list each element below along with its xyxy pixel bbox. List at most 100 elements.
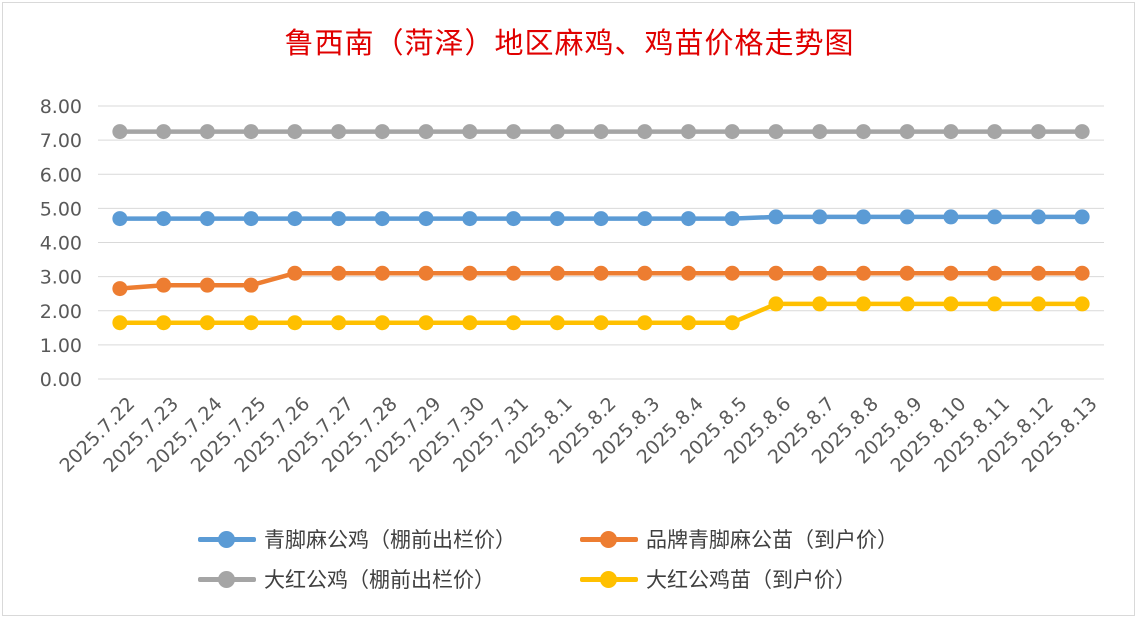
data-point — [418, 315, 434, 331]
data-point — [374, 315, 390, 331]
data-point — [899, 296, 915, 312]
data-point — [1030, 124, 1046, 140]
data-point — [724, 124, 740, 140]
data-point — [243, 124, 259, 140]
legend-swatch — [578, 564, 640, 594]
data-point — [593, 211, 609, 227]
data-point — [768, 209, 784, 225]
y-tick-label: 6.00 — [40, 164, 82, 186]
data-point — [506, 265, 522, 281]
data-point — [855, 209, 871, 225]
data-point — [812, 265, 828, 281]
data-point — [418, 211, 434, 227]
data-point — [987, 265, 1003, 281]
data-point — [943, 265, 959, 281]
legend-label: 大红公鸡（棚前出栏价） — [264, 568, 495, 592]
data-point — [418, 265, 434, 281]
y-tick-label: 5.00 — [40, 198, 82, 220]
data-point — [637, 315, 653, 331]
data-point — [374, 211, 390, 227]
data-point — [331, 124, 347, 140]
data-point — [112, 281, 128, 297]
data-point — [855, 296, 871, 312]
data-point — [899, 124, 915, 140]
data-point — [1030, 209, 1046, 225]
data-point — [637, 211, 653, 227]
data-point — [156, 315, 172, 331]
y-tick-label: 8.00 — [40, 96, 82, 118]
data-point — [112, 211, 128, 227]
data-point — [943, 124, 959, 140]
data-point — [1030, 296, 1046, 312]
data-point — [1074, 296, 1090, 312]
data-point — [943, 296, 959, 312]
data-point — [549, 124, 565, 140]
data-point — [506, 124, 522, 140]
data-point — [506, 211, 522, 227]
y-tick-label: 4.00 — [40, 233, 82, 255]
data-point — [287, 265, 303, 281]
data-point — [987, 124, 1003, 140]
data-point — [287, 124, 303, 140]
data-point — [855, 124, 871, 140]
data-point — [680, 211, 696, 227]
data-point — [287, 315, 303, 331]
data-point — [637, 265, 653, 281]
data-point — [812, 296, 828, 312]
y-tick-label: 3.00 — [40, 267, 82, 289]
data-point — [812, 209, 828, 225]
data-point — [462, 315, 478, 331]
data-point — [724, 265, 740, 281]
data-point — [418, 124, 434, 140]
data-point — [768, 265, 784, 281]
data-point — [899, 265, 915, 281]
data-point — [462, 265, 478, 281]
legend-item: 大红公鸡（棚前出栏价） — [196, 564, 495, 594]
data-point — [112, 124, 128, 140]
data-point — [812, 124, 828, 140]
y-tick-label: 0.00 — [40, 369, 82, 391]
data-point — [680, 265, 696, 281]
data-point — [243, 277, 259, 293]
data-point — [724, 211, 740, 227]
data-point — [1030, 265, 1046, 281]
data-point — [680, 124, 696, 140]
data-point — [156, 211, 172, 227]
data-point — [768, 296, 784, 312]
legend-item: 品牌青脚麻公苗（到户价） — [578, 524, 898, 554]
legend-label: 大红公鸡苗（到户价） — [646, 568, 856, 592]
data-point — [1074, 265, 1090, 281]
data-point — [331, 211, 347, 227]
data-point — [462, 124, 478, 140]
data-point — [331, 315, 347, 331]
data-point — [637, 124, 653, 140]
legend-swatch — [578, 524, 640, 554]
y-tick-label: 7.00 — [40, 130, 82, 152]
data-point — [199, 211, 215, 227]
data-point — [549, 211, 565, 227]
data-point — [768, 124, 784, 140]
data-point — [243, 315, 259, 331]
data-point — [987, 209, 1003, 225]
data-point — [156, 124, 172, 140]
data-point — [549, 265, 565, 281]
legend-label: 青脚麻公鸡（棚前出栏价） — [264, 528, 516, 552]
data-point — [593, 315, 609, 331]
data-point — [374, 124, 390, 140]
data-point — [199, 277, 215, 293]
y-tick-label: 1.00 — [40, 335, 82, 357]
data-point — [855, 265, 871, 281]
data-point — [199, 124, 215, 140]
data-point — [331, 265, 347, 281]
data-point — [943, 209, 959, 225]
data-point — [724, 315, 740, 331]
chart-title: 鲁西南（菏泽）地区麻鸡、鸡苗价格走势图 — [284, 26, 855, 60]
data-point — [506, 315, 522, 331]
data-point — [462, 211, 478, 227]
data-point — [593, 124, 609, 140]
legend-swatch — [196, 524, 258, 554]
data-point — [156, 277, 172, 293]
data-point — [899, 209, 915, 225]
legend-item: 大红公鸡苗（到户价） — [578, 564, 856, 594]
y-tick-label: 2.00 — [40, 301, 82, 323]
